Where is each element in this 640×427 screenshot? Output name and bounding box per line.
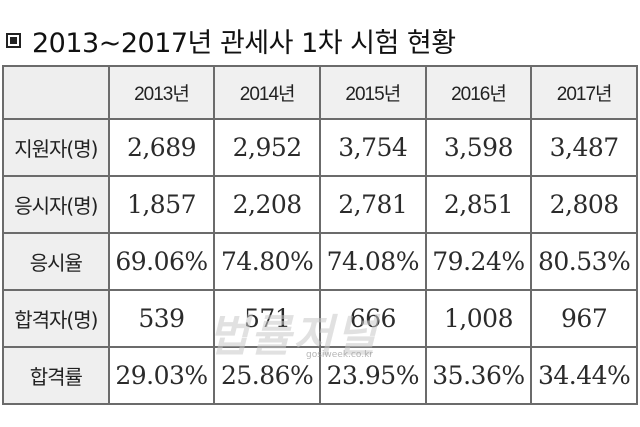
table-cell: 23.95% bbox=[318, 346, 427, 405]
table-row: 합격자(명) 539 571 666 1,008 967 bbox=[2, 289, 638, 348]
table-cell: 79.24% bbox=[424, 232, 533, 291]
row-label: 합격자(명) bbox=[2, 289, 110, 348]
page-title: 2013~2017년 관세사 1차 시험 현황 bbox=[6, 22, 456, 59]
corner-cell bbox=[2, 65, 110, 120]
table-cell: 1,857 bbox=[107, 175, 216, 234]
table-cell: 29.03% bbox=[107, 346, 216, 405]
table-cell: 539 bbox=[107, 289, 216, 348]
table-header-row: 2013년 2014년 2015년 2016년 2017년 bbox=[2, 65, 638, 120]
row-label: 지원자(명) bbox=[2, 118, 110, 177]
table-cell: 35.36% bbox=[424, 346, 533, 405]
table-cell: 967 bbox=[530, 289, 638, 348]
column-header: 2013년 bbox=[107, 65, 216, 120]
square-bullet-icon bbox=[6, 32, 21, 48]
table-cell: 3,598 bbox=[424, 118, 533, 177]
table-row: 합격률 29.03% 25.86% 23.95% 35.36% 34.44% bbox=[2, 346, 638, 405]
row-label: 응시자(명) bbox=[2, 175, 110, 234]
column-header: 2017년 bbox=[530, 65, 638, 120]
column-header: 2016년 bbox=[424, 65, 533, 120]
table-row: 응시율 69.06% 74.80% 74.08% 79.24% 80.53% bbox=[2, 232, 638, 291]
table-cell: 80.53% bbox=[530, 232, 638, 291]
table-cell: 2,689 bbox=[107, 118, 216, 177]
title-text: 2013~2017년 관세사 1차 시험 현황 bbox=[32, 27, 456, 59]
table-cell: 25.86% bbox=[213, 346, 321, 405]
table-cell: 2,952 bbox=[213, 118, 321, 177]
exam-stats-table: 2013년 2014년 2015년 2016년 2017년 지원자(명) 2,6… bbox=[2, 65, 638, 405]
table-cell: 571 bbox=[213, 289, 321, 348]
table-cell: 2,781 bbox=[318, 175, 427, 234]
table-cell: 74.80% bbox=[213, 232, 321, 291]
table-cell: 3,487 bbox=[530, 118, 638, 177]
table-row: 지원자(명) 2,689 2,952 3,754 3,598 3,487 bbox=[2, 118, 638, 177]
table-cell: 3,754 bbox=[318, 118, 427, 177]
table-cell: 74.08% bbox=[318, 232, 427, 291]
table-cell: 69.06% bbox=[107, 232, 216, 291]
column-header: 2014년 bbox=[213, 65, 321, 120]
column-header: 2015년 bbox=[318, 65, 427, 120]
table-cell: 666 bbox=[318, 289, 427, 348]
table-cell: 2,808 bbox=[530, 175, 638, 234]
table-cell: 34.44% bbox=[530, 346, 638, 405]
table-cell: 1,008 bbox=[424, 289, 533, 348]
table-cell: 2,851 bbox=[424, 175, 533, 234]
row-label: 응시율 bbox=[2, 232, 110, 291]
table-row: 응시자(명) 1,857 2,208 2,781 2,851 2,808 bbox=[2, 175, 638, 234]
row-label: 합격률 bbox=[2, 346, 110, 405]
table-cell: 2,208 bbox=[213, 175, 321, 234]
